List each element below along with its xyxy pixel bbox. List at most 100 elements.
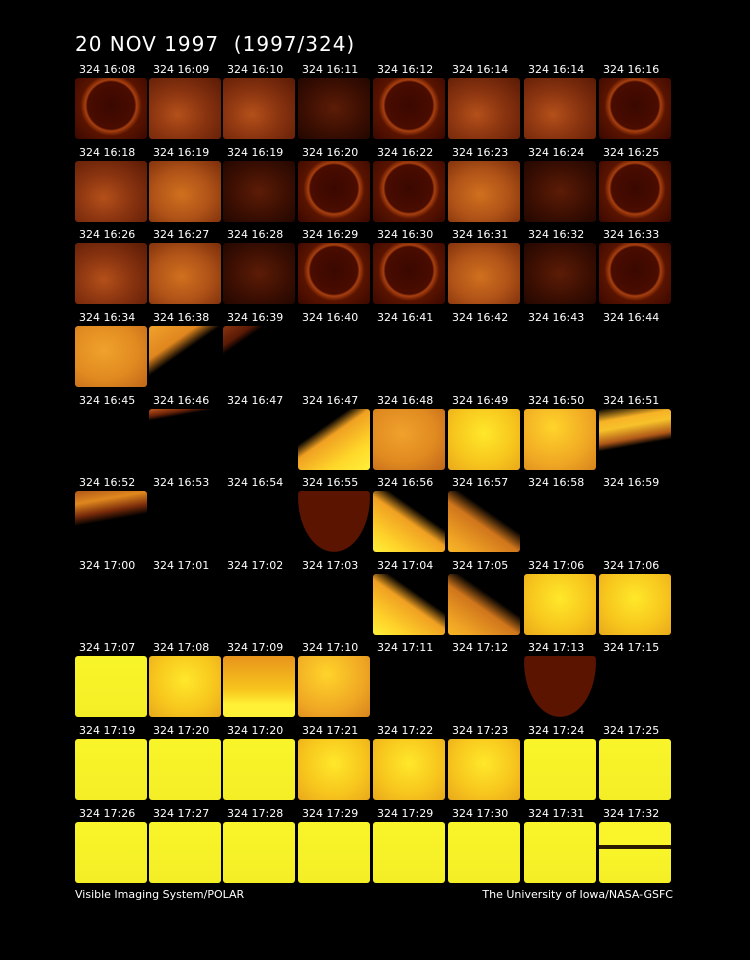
- frame-image: [524, 574, 596, 635]
- frame-timestamp: 324 16:39: [227, 311, 284, 324]
- frame-timestamp: 324 16:11: [302, 63, 359, 76]
- frame-timestamp: 324 16:34: [79, 311, 136, 324]
- frame-timestamp: 324 16:49: [452, 394, 509, 407]
- frame-timestamp: 324 17:06: [603, 559, 660, 572]
- frame-image: [223, 78, 295, 139]
- frame-timestamp: 324 17:19: [79, 724, 136, 737]
- frame-timestamp: 324 17:08: [153, 641, 210, 654]
- frame-image: [373, 161, 445, 222]
- frame-timestamp: 324 17:27: [153, 807, 210, 820]
- frame-timestamp: 324 16:50: [528, 394, 585, 407]
- frame-image: [524, 409, 596, 470]
- frame-image: [524, 656, 596, 717]
- frame-timestamp: 324 16:14: [528, 63, 585, 76]
- frame-image: [373, 822, 445, 883]
- frame-timestamp: 324 16:56: [377, 476, 434, 489]
- frame-timestamp: 324 17:01: [153, 559, 210, 572]
- frame-timestamp: 324 16:09: [153, 63, 210, 76]
- frame-image: [298, 161, 370, 222]
- frame-image: [298, 326, 370, 387]
- frame-image: [149, 78, 221, 139]
- frame-image: [373, 78, 445, 139]
- frame-image: [448, 326, 520, 387]
- frame-timestamp: 324 17:04: [377, 559, 434, 572]
- frame-timestamp: 324 17:02: [227, 559, 284, 572]
- frame-image: [599, 78, 671, 139]
- frame-image: [524, 161, 596, 222]
- frame-image: [298, 739, 370, 800]
- frame-image: [75, 656, 147, 717]
- frame-timestamp: 324 16:45: [79, 394, 136, 407]
- frame-image: [448, 161, 520, 222]
- frame-timestamp: 324 16:18: [79, 146, 136, 159]
- frame-image: [75, 78, 147, 139]
- frame-timestamp: 324 17:24: [528, 724, 585, 737]
- frame-image: [373, 243, 445, 304]
- frame-timestamp: 324 16:54: [227, 476, 284, 489]
- frame-image: [75, 739, 147, 800]
- frame-image: [448, 491, 520, 552]
- frame-timestamp: 324 17:20: [153, 724, 210, 737]
- frame-image: [298, 409, 370, 470]
- frame-image: [149, 326, 221, 387]
- frame-timestamp: 324 17:10: [302, 641, 359, 654]
- frame-image: [298, 574, 370, 635]
- frame-timestamp: 324 17:03: [302, 559, 359, 572]
- frame-timestamp: 324 16:08: [79, 63, 136, 76]
- frame-timestamp: 324 16:42: [452, 311, 509, 324]
- institution-credit: The University of Iowa/NASA-GSFC: [482, 888, 673, 901]
- frame-timestamp: 324 16:40: [302, 311, 359, 324]
- frame-image: [75, 243, 147, 304]
- frame-image: [448, 243, 520, 304]
- frame-image: [223, 243, 295, 304]
- frame-image: [599, 574, 671, 635]
- frame-image: [75, 491, 147, 552]
- frame-image: [599, 161, 671, 222]
- frame-timestamp: 324 17:09: [227, 641, 284, 654]
- frame-timestamp: 324 16:57: [452, 476, 509, 489]
- frame-image: [75, 409, 147, 470]
- frame-timestamp: 324 16:47: [227, 394, 284, 407]
- frame-image: [448, 574, 520, 635]
- frame-timestamp: 324 16:12: [377, 63, 434, 76]
- frame-image: [448, 78, 520, 139]
- frame-timestamp: 324 17:06: [528, 559, 585, 572]
- frame-timestamp: 324 16:25: [603, 146, 660, 159]
- frame-image: [298, 822, 370, 883]
- frame-timestamp: 324 17:28: [227, 807, 284, 820]
- frame-timestamp: 324 17:12: [452, 641, 509, 654]
- frame-image: [75, 161, 147, 222]
- frame-timestamp: 324 16:14: [452, 63, 509, 76]
- frame-timestamp: 324 16:53: [153, 476, 210, 489]
- frame-timestamp: 324 16:27: [153, 228, 210, 241]
- frame-timestamp: 324 17:32: [603, 807, 660, 820]
- frame-timestamp: 324 16:48: [377, 394, 434, 407]
- frame-timestamp: 324 16:19: [153, 146, 210, 159]
- frame-image: [149, 739, 221, 800]
- frame-timestamp: 324 16:30: [377, 228, 434, 241]
- frame-timestamp: 324 17:20: [227, 724, 284, 737]
- frame-timestamp: 324 17:13: [528, 641, 585, 654]
- frame-timestamp: 324 16:23: [452, 146, 509, 159]
- frame-image: [149, 243, 221, 304]
- frame-image: [524, 491, 596, 552]
- frame-timestamp: 324 16:19: [227, 146, 284, 159]
- frame-timestamp: 324 16:29: [302, 228, 359, 241]
- frame-image: [599, 326, 671, 387]
- frame-image: [223, 822, 295, 883]
- frame-image: [599, 243, 671, 304]
- frame-timestamp: 324 16:47: [302, 394, 359, 407]
- instrument-credit: Visible Imaging System/POLAR: [75, 888, 245, 901]
- frame-timestamp: 324 16:24: [528, 146, 585, 159]
- frame-timestamp: 324 16:44: [603, 311, 660, 324]
- page-title: 20 NOV 1997 (1997/324): [75, 32, 356, 56]
- frame-timestamp: 324 17:23: [452, 724, 509, 737]
- frame-timestamp: 324 16:38: [153, 311, 210, 324]
- frame-image: [149, 491, 221, 552]
- frame-image: [223, 491, 295, 552]
- frame-image: [448, 822, 520, 883]
- frame-image: [149, 656, 221, 717]
- frame-timestamp: 324 16:51: [603, 394, 660, 407]
- frame-image: [223, 409, 295, 470]
- frame-timestamp: 324 17:31: [528, 807, 585, 820]
